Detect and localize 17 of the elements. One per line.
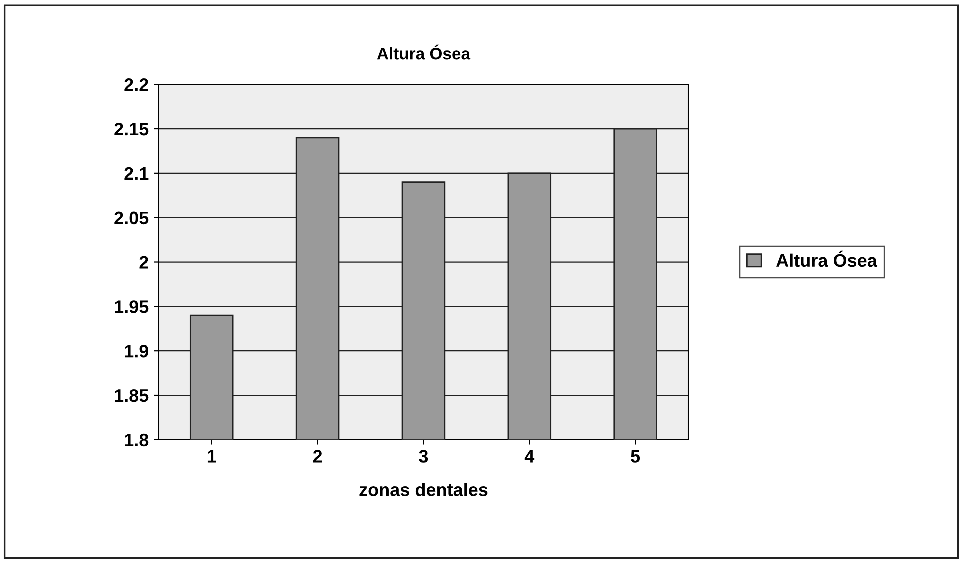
y-tick-label: 2.15 [114, 122, 149, 136]
y-tick-label: 1.85 [115, 389, 149, 402]
y-tick-label: 1.95 [115, 300, 149, 314]
x-tick-label: 4 [524, 450, 535, 463]
y-tick-label: 2.1 [124, 167, 149, 180]
x-tick-label: 5 [631, 450, 640, 463]
y-tick-label: 2.05 [114, 212, 149, 225]
legend-label: Altura Ósea [776, 250, 878, 268]
y-tick-label: 1.8 [125, 434, 149, 447]
x-tick-label: 3 [419, 450, 428, 463]
y-tick-label: 2.2 [124, 78, 148, 92]
x-axis-title: zonas dentales [360, 483, 488, 496]
y-tick-label: 1.9 [125, 345, 149, 358]
x-tick-label: 1 [208, 450, 216, 463]
y-tick-label: 2 [140, 256, 148, 269]
x-tick-label: 2 [313, 450, 322, 463]
chart-title: Altura Ósea [377, 44, 471, 60]
